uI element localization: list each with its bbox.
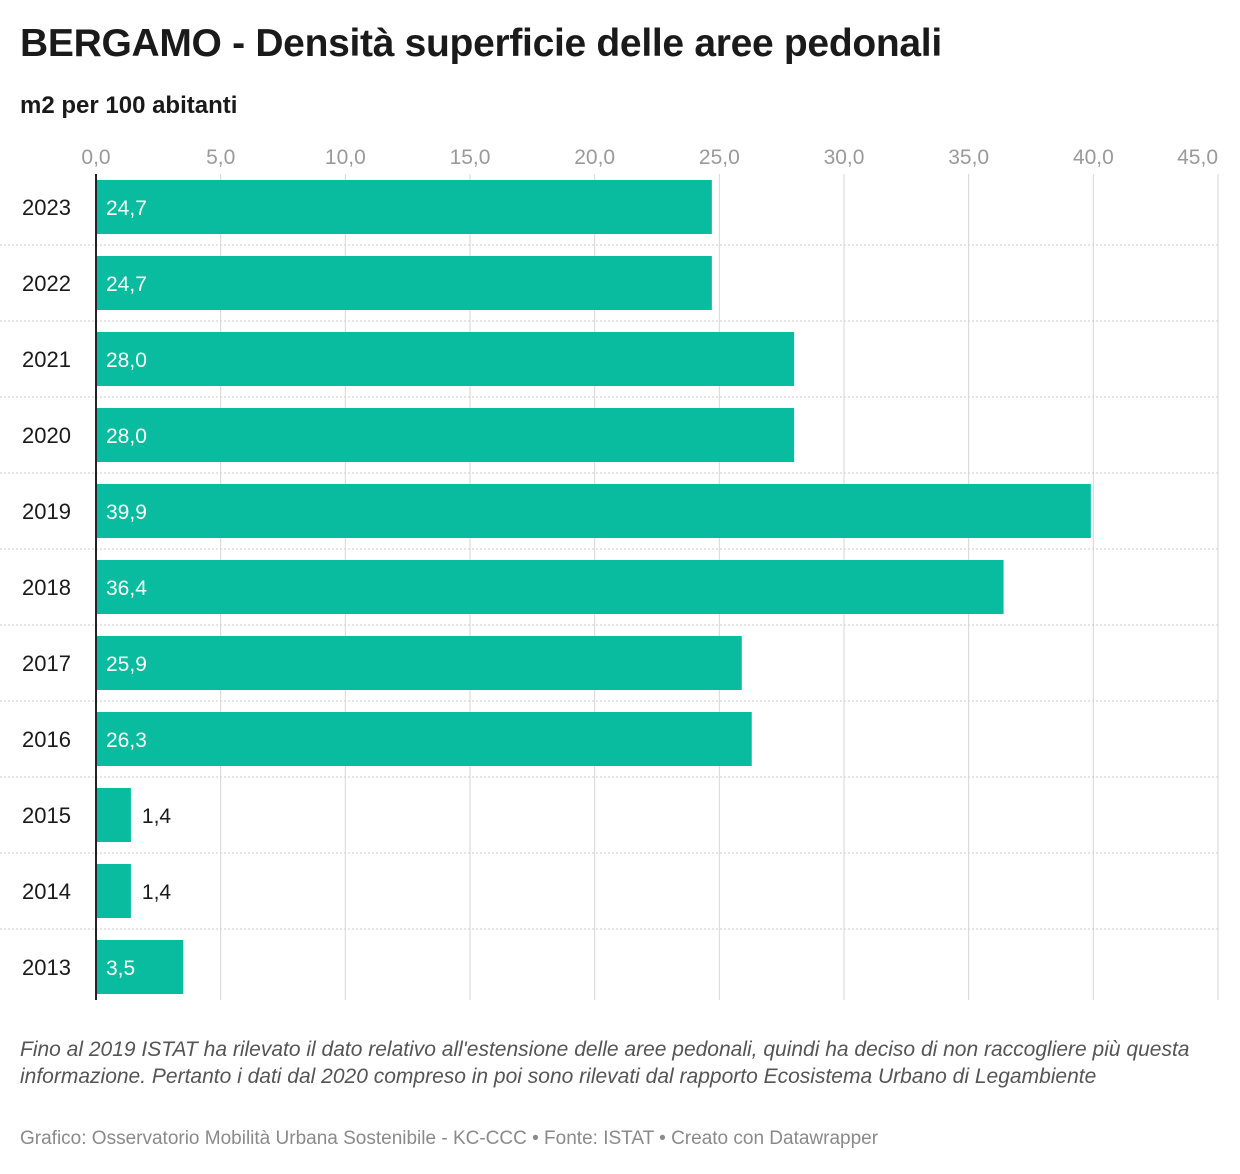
- bar: [96, 484, 1091, 538]
- value-label: 1,4: [142, 881, 172, 904]
- bar-chart: 0,0 5,0 10,0 15,0 20,0 25,0 30,0 35,0 40,0 45,0 20…: [0, 146, 1219, 1000]
- value-label: 25,9: [106, 653, 147, 676]
- x-tick-label: 15,0: [450, 146, 491, 169]
- value-label: 24,7: [106, 197, 147, 220]
- x-tick-label: 40,0: [1073, 146, 1114, 169]
- chart-title: BERGAMO - Densità superficie delle aree …: [20, 22, 942, 65]
- chart-subtitle: m2 per 100 abitanti: [20, 92, 238, 119]
- bar: [96, 712, 752, 766]
- x-tick-label: 25,0: [699, 146, 740, 169]
- bar: [96, 864, 131, 918]
- bar: [96, 180, 712, 234]
- value-label: 26,3: [106, 729, 147, 752]
- category-label: 2014: [22, 879, 71, 904]
- value-label: 39,9: [106, 501, 147, 524]
- value-label: 28,0: [106, 425, 147, 448]
- value-label: 24,7: [106, 273, 147, 296]
- bar: [96, 636, 742, 690]
- chart-note: Fino al 2019 ISTAT ha rilevato il dato r…: [20, 1038, 1190, 1088]
- category-label: 2020: [22, 423, 71, 448]
- x-tick-label: 30,0: [824, 146, 865, 169]
- x-tick-label: 20,0: [574, 146, 615, 169]
- value-label: 1,4: [142, 805, 172, 828]
- bar: [96, 408, 795, 462]
- category-label: 2023: [22, 195, 71, 220]
- value-label: 3,5: [106, 957, 135, 980]
- bar: [96, 560, 1004, 614]
- bar: [96, 788, 131, 842]
- x-tick-label: 35,0: [948, 146, 989, 169]
- category-label: 2018: [22, 575, 71, 600]
- category-label: 2013: [22, 955, 71, 980]
- x-tick-label: 10,0: [325, 146, 366, 169]
- chart-source: Grafico: Osservatorio Mobilità Urbana So…: [20, 1128, 879, 1149]
- category-label: 2016: [22, 727, 71, 752]
- x-tick-label: 45,0: [1177, 146, 1218, 169]
- category-label: 2017: [22, 651, 71, 676]
- value-label: 36,4: [106, 577, 147, 600]
- category-label: 2022: [22, 271, 71, 296]
- category-label: 2019: [22, 499, 71, 524]
- bar: [96, 256, 712, 310]
- category-label: 2015: [22, 803, 71, 828]
- x-tick-label: 0,0: [81, 146, 110, 169]
- value-label: 28,0: [106, 349, 147, 372]
- bar: [96, 332, 795, 386]
- category-label: 2021: [22, 347, 71, 372]
- x-tick-label: 5,0: [206, 146, 235, 169]
- bar: [96, 940, 184, 994]
